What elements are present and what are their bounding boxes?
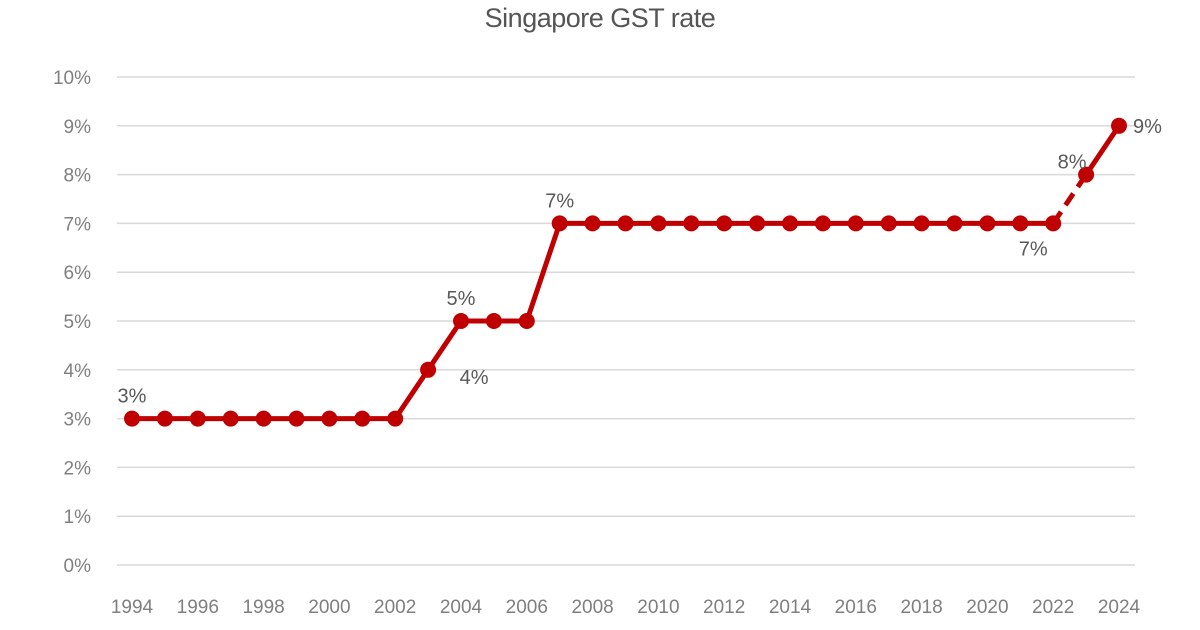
x-tick-label: 1998: [242, 597, 284, 618]
data-point: [222, 410, 239, 427]
data-label: 5%: [447, 288, 476, 310]
x-tick-label: 2006: [506, 597, 548, 618]
data-point: [1045, 215, 1062, 232]
data-point: [847, 215, 864, 232]
y-axis-labels: 0% 1% 2% 3% 4% 5% 6% 7% 8% 9% 10%: [53, 68, 91, 577]
data-point: [255, 410, 272, 427]
data-point: [1111, 117, 1127, 134]
data-point: [189, 410, 206, 427]
data-point: [617, 215, 634, 232]
y-tick-label: 3%: [64, 410, 92, 431]
x-tick-label: 2004: [440, 597, 483, 618]
data-point: [913, 215, 930, 232]
data-label: 9%: [1133, 116, 1162, 138]
data-label: 8%: [1058, 152, 1087, 174]
x-tick-label: 2010: [637, 597, 679, 618]
x-tick-label: 2018: [900, 597, 942, 618]
x-tick-label: 2020: [966, 597, 1008, 618]
x-tick-label: 1996: [177, 597, 219, 618]
x-tick-label: 2000: [308, 597, 350, 618]
data-point: [782, 215, 798, 232]
gridlines: [117, 76, 1135, 566]
y-tick-label: 4%: [64, 361, 92, 382]
x-tick-label: 2014: [769, 597, 812, 618]
x-tick-label: 2022: [1032, 597, 1074, 618]
data-point: [124, 410, 140, 427]
y-tick-label: 10%: [53, 68, 91, 89]
series-line-dashed: [1051, 173, 1089, 225]
data-point: [518, 313, 535, 329]
data-point: [880, 215, 897, 232]
x-axis-labels: 1994 1996 1998 2000 2002 2004 2006 2008 2010 2012…: [111, 597, 1141, 618]
data-point: [387, 410, 404, 427]
data-point: [716, 215, 733, 232]
x-tick-label: 2024: [1098, 597, 1141, 618]
x-tick-label: 1994: [111, 597, 154, 618]
y-tick-label: 9%: [64, 117, 92, 138]
x-tick-label: 2012: [703, 597, 745, 618]
data-point: [156, 410, 173, 427]
y-tick-label: 7%: [64, 214, 92, 235]
data-point: [1078, 166, 1095, 183]
y-tick-label: 8%: [64, 166, 92, 187]
data-point-markers: [124, 117, 1127, 427]
data-labels: 3% 4% 5% 7% 7% 8% 9%: [118, 116, 1163, 408]
data-point: [979, 215, 996, 232]
data-point: [321, 410, 338, 427]
y-tick-label: 0%: [64, 556, 92, 577]
data-label: 7%: [545, 190, 574, 212]
data-point: [551, 215, 568, 232]
x-tick-label: 2002: [374, 597, 416, 618]
x-tick-label: 2016: [835, 597, 877, 618]
series-line: [1084, 124, 1122, 176]
y-tick-label: 6%: [64, 263, 92, 284]
data-point: [584, 215, 601, 232]
data-point: [453, 313, 469, 329]
data-point: [420, 361, 437, 378]
data-point: [485, 313, 502, 329]
data-point: [683, 215, 700, 232]
chart-title: Singapore GST rate: [484, 3, 716, 33]
data-point: [354, 410, 371, 427]
y-tick-label: 1%: [64, 507, 92, 528]
y-tick-label: 5%: [64, 312, 92, 333]
data-label: 7%: [1019, 238, 1048, 260]
data-point: [946, 215, 963, 232]
data-point: [749, 215, 766, 232]
y-tick-label: 2%: [64, 458, 92, 479]
x-tick-label: 2008: [571, 597, 613, 618]
data-point: [814, 215, 831, 232]
data-point: [650, 215, 667, 232]
data-point: [1012, 215, 1029, 232]
data-point: [288, 410, 305, 427]
data-label: 3%: [118, 386, 147, 408]
data-label: 4%: [460, 367, 489, 389]
